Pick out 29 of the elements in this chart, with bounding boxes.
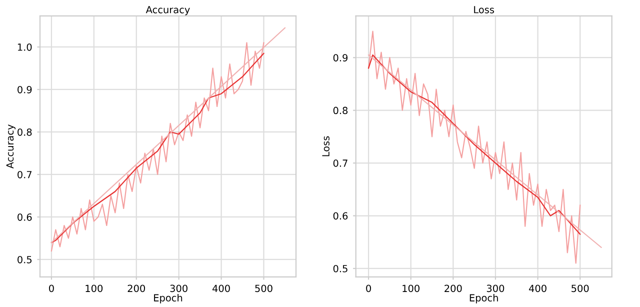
y-tick-label: 0.6	[18, 213, 32, 221]
y-tick-label: 1.0	[18, 43, 32, 51]
x-tick-label: 0	[366, 284, 371, 292]
y-tick-label: 0.9	[18, 86, 32, 94]
x-tick-label: 200	[128, 284, 146, 292]
chart-title: Accuracy	[146, 6, 190, 16]
y-tick-label: 0.8	[333, 106, 348, 114]
x-tick-label: 500	[572, 284, 589, 292]
y-tick-label: 0.7	[18, 170, 32, 178]
x-tick-label: 500	[255, 284, 272, 292]
y-tick-label: 0.7	[333, 160, 348, 167]
x-tick-label: 400	[528, 284, 546, 292]
y-axis-title: Loss	[322, 136, 330, 156]
y-axis-title: Accuracy	[6, 124, 16, 169]
y-tick-label: 0.9	[333, 54, 348, 62]
chart-title: Loss	[474, 6, 494, 14]
x-tick-label: 400	[212, 284, 230, 292]
x-tick-label: 0	[49, 284, 54, 292]
y-tick-label: 0.6	[333, 212, 348, 220]
x-axis-title: Epoch	[154, 294, 182, 304]
x-tick-label: 300	[486, 284, 504, 292]
x-tick-label: 300	[170, 284, 188, 292]
y-tick-label: 0.5	[18, 256, 32, 264]
x-tick-label: 100	[86, 284, 103, 292]
y-tick-label: 0.5	[333, 264, 348, 272]
x-axis-title: Epoch	[470, 294, 498, 304]
x-tick-label: 200	[444, 284, 462, 292]
x-tick-label: 100	[402, 284, 420, 292]
y-tick-label: 0.8	[18, 128, 32, 136]
